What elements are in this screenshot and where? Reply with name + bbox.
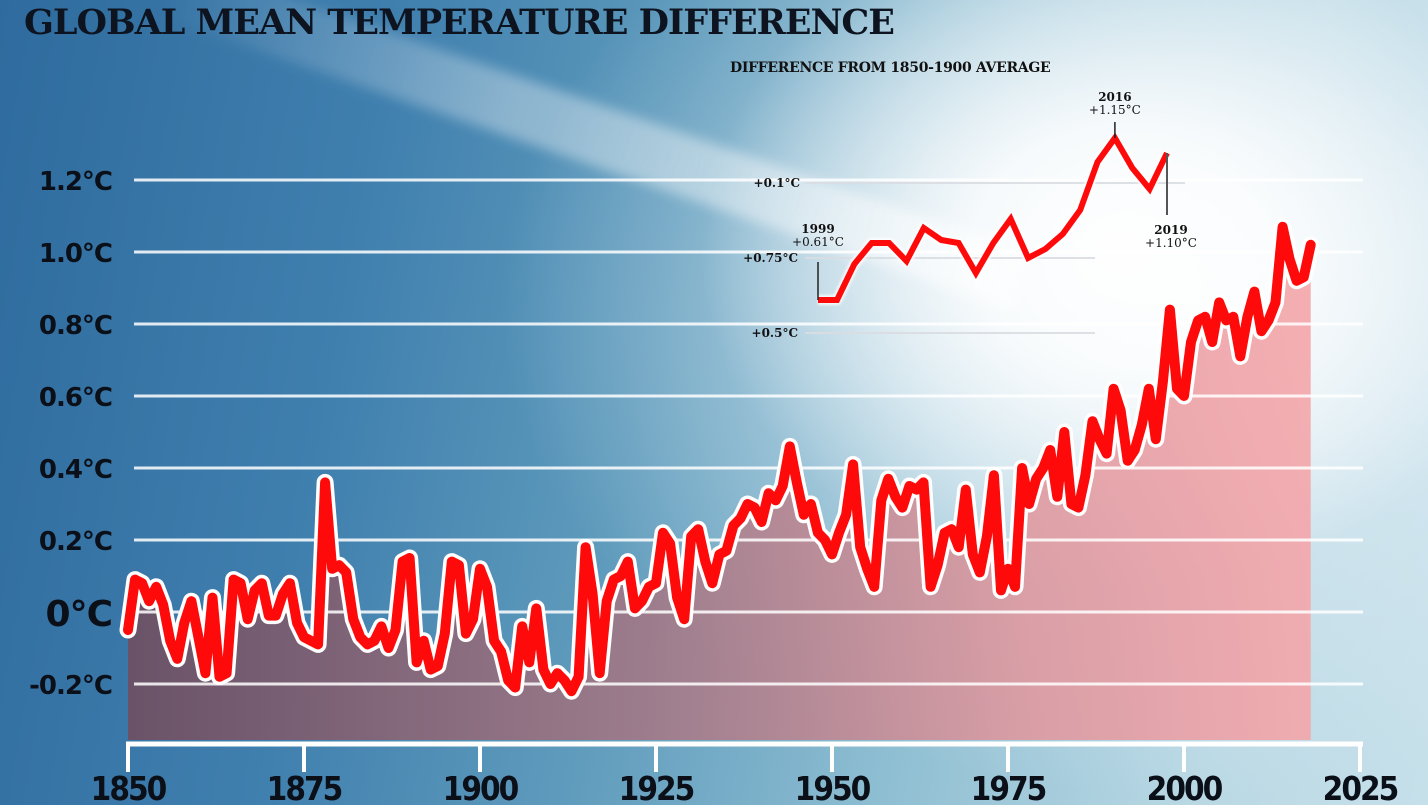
inset-subtitle: DIFFERENCE FROM 1850-1900 AVERAGE [730, 60, 1050, 76]
annotation-year: 2016 [1098, 90, 1131, 104]
annotation-value: +1.15°C [1089, 103, 1141, 117]
y-tick-label: 0.8°C [39, 311, 112, 341]
x-tick-label: 1900 [443, 769, 519, 805]
x-tick-label: 1950 [795, 769, 871, 805]
annotation-2016: 2016+1.15°C [1089, 90, 1141, 138]
area-fill [128, 226, 1311, 741]
gridlines [134, 178, 1363, 686]
y-axis-labels: 1.2°C 1.0°C 0.8°C 0.6°C 0.4°C 0.2°C 0°C -0.2°C [29, 167, 113, 701]
y-tick-label: 0.2°C [39, 527, 112, 557]
y-tick-label: -0.2°C [29, 671, 112, 701]
y-tick-label: 0°C [46, 594, 112, 635]
y-tick-label: 0.6°C [39, 383, 112, 413]
area-fill-layer [128, 226, 1311, 741]
x-tick-label: 1925 [619, 769, 694, 805]
annotation-2019: 2019+1.10°C [1145, 153, 1197, 250]
main-line-layer [119, 218, 1320, 700]
x-tick-label: 1850 [91, 769, 167, 805]
annotation-year: 2019 [1154, 223, 1187, 237]
annotation-year: 1999 [801, 222, 834, 236]
x-tick-label: 2000 [1147, 769, 1223, 805]
y-tick-label: 1.2°C [39, 167, 112, 197]
annotation-value: +1.10°C [1145, 236, 1197, 250]
x-tick-label: 1975 [971, 769, 1046, 805]
x-tick-label: 1875 [267, 769, 342, 805]
inset-line [818, 132, 1170, 303]
x-axis: 1850 1875 1900 1925 1950 1975 2000 2025 [91, 741, 1400, 805]
y-tick-label: 1.0°C [39, 239, 112, 269]
annotation-1999: 1999+0.61°C [792, 222, 844, 300]
y-tick-label: 0.4°C [39, 455, 112, 485]
inset-y-label: +0.75°C [743, 251, 798, 265]
inset-y-label: +0.5°C [752, 326, 798, 340]
annotation-value: +0.61°C [792, 235, 844, 249]
inset-y-label: +0.1°C [754, 176, 800, 190]
chart-title: GLOBAL MEAN TEMPERATURE DIFFERENCE [24, 2, 894, 43]
inset-line-outline [818, 133, 1172, 305]
x-tick-label: 2025 [1323, 769, 1398, 805]
